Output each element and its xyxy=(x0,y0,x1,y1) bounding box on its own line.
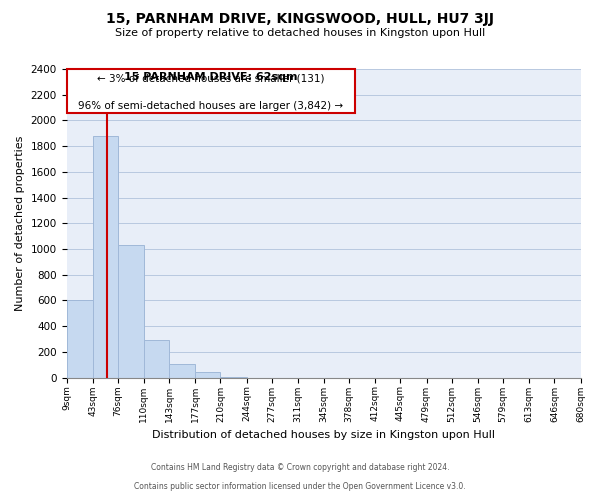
Bar xyxy=(92,136,118,378)
Bar xyxy=(118,244,144,378)
Text: 96% of semi-detached houses are larger (3,842) →: 96% of semi-detached houses are larger (… xyxy=(78,102,343,112)
Text: ← 3% of detached houses are smaller (131): ← 3% of detached houses are smaller (131… xyxy=(97,74,324,84)
FancyBboxPatch shape xyxy=(67,69,355,112)
Text: 15 PARNHAM DRIVE: 62sqm: 15 PARNHAM DRIVE: 62sqm xyxy=(124,72,297,82)
Bar xyxy=(220,377,247,378)
Text: Contains HM Land Registry data © Crown copyright and database right 2024.: Contains HM Land Registry data © Crown c… xyxy=(151,464,449,472)
Bar xyxy=(144,340,169,378)
Text: Size of property relative to detached houses in Kingston upon Hull: Size of property relative to detached ho… xyxy=(115,28,485,38)
Bar xyxy=(67,300,92,378)
Text: 15, PARNHAM DRIVE, KINGSWOOD, HULL, HU7 3JJ: 15, PARNHAM DRIVE, KINGSWOOD, HULL, HU7 … xyxy=(106,12,494,26)
Bar xyxy=(195,372,220,378)
Y-axis label: Number of detached properties: Number of detached properties xyxy=(15,136,25,311)
Text: Contains public sector information licensed under the Open Government Licence v3: Contains public sector information licen… xyxy=(134,482,466,491)
Bar xyxy=(169,364,195,378)
X-axis label: Distribution of detached houses by size in Kingston upon Hull: Distribution of detached houses by size … xyxy=(152,430,495,440)
